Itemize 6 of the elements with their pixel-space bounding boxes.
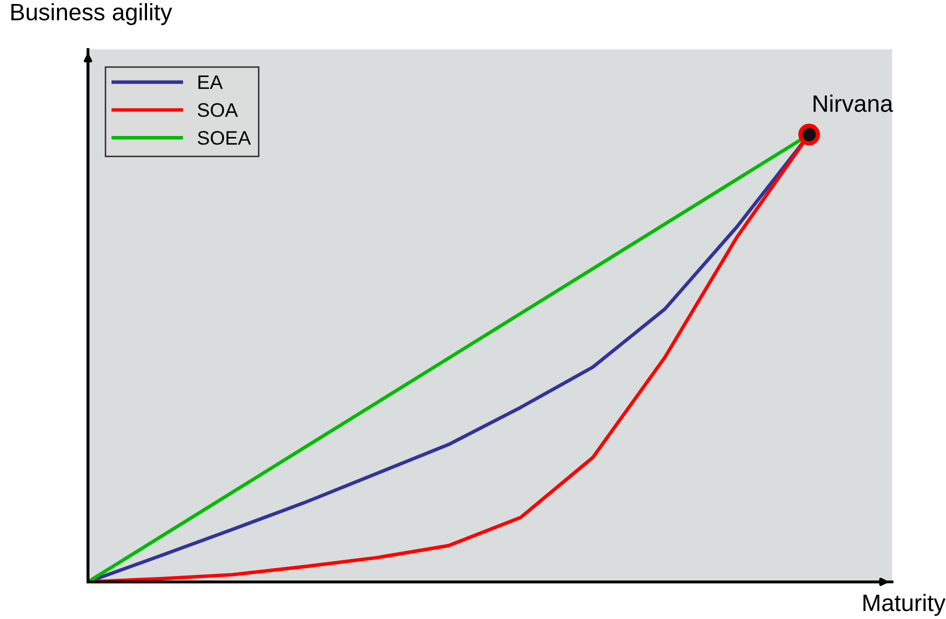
y-axis-title: Business agility (11, 3, 172, 26)
legend-label: EA (198, 76, 223, 89)
legend-label: SOEA (198, 131, 251, 145)
x-axis-title: Maturity (864, 594, 946, 616)
text: Nirvana (814, 94, 894, 112)
legend-label: SOA (198, 103, 238, 117)
